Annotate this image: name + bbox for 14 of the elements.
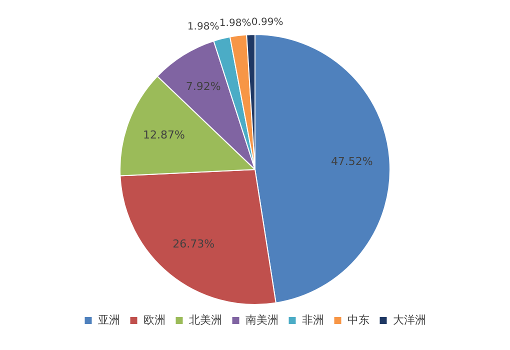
data-label: 47.52% [330, 154, 373, 168]
legend-label: 大洋洲 [392, 313, 426, 326]
data-label: 7.92% [186, 80, 221, 93]
data-label: 12.87% [142, 128, 185, 142]
legend-label: 中东 [347, 313, 370, 326]
legend-label: 欧洲 [143, 313, 166, 326]
data-label: 26.73% [172, 238, 215, 251]
data-label: 1.98% [219, 18, 252, 30]
legend-label: 亚洲 [98, 313, 120, 326]
legend-label: 南美洲 [245, 313, 278, 326]
legend-label: 北美洲 [188, 313, 222, 326]
legend-label: 非洲 [302, 313, 324, 326]
data-label: 0.99% [251, 17, 284, 28]
data-label: 1.98% [187, 22, 220, 33]
